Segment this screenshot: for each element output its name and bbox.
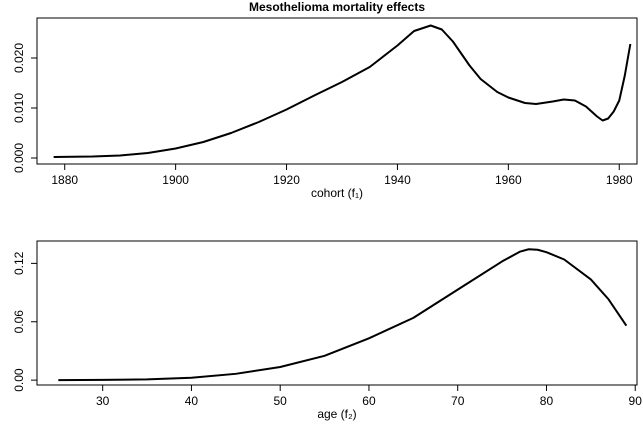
x-tick-label: 60 [362, 394, 376, 408]
line-series [58, 248, 628, 382]
line-series [53, 24, 632, 158]
x-tick-label: 1960 [495, 173, 522, 187]
x-tick-label: 70 [451, 394, 465, 408]
x-tick-label: 1940 [384, 173, 411, 187]
x-tick-label: 30 [96, 394, 110, 408]
x-tick-label: 40 [185, 394, 199, 408]
x-tick-label: 1920 [273, 173, 300, 187]
y-tick-label: 0.12 [12, 251, 26, 275]
plot-frame [36, 17, 638, 165]
y-tick-label: 0.010 [12, 93, 26, 123]
x-axis-label: age (f₂) [317, 407, 356, 421]
y-tick-label: 0.06 [12, 310, 26, 334]
x-tick-label: 90 [629, 394, 643, 408]
x-tick-label: 1880 [51, 173, 78, 187]
x-axis-label: cohort (f₁) [311, 186, 363, 200]
x-tick-label: 50 [274, 394, 288, 408]
x-tick-label: 1980 [606, 173, 633, 187]
x-tick-label: 80 [540, 394, 554, 408]
chart-title: Mesothelioma mortality effects [249, 0, 425, 14]
y-tick-label: 0.020 [12, 43, 26, 73]
y-tick-label: 0.000 [12, 143, 26, 173]
x-tick-label: 1900 [162, 173, 189, 187]
plot-frame [36, 240, 638, 386]
y-tick-label: 0.00 [12, 368, 26, 392]
